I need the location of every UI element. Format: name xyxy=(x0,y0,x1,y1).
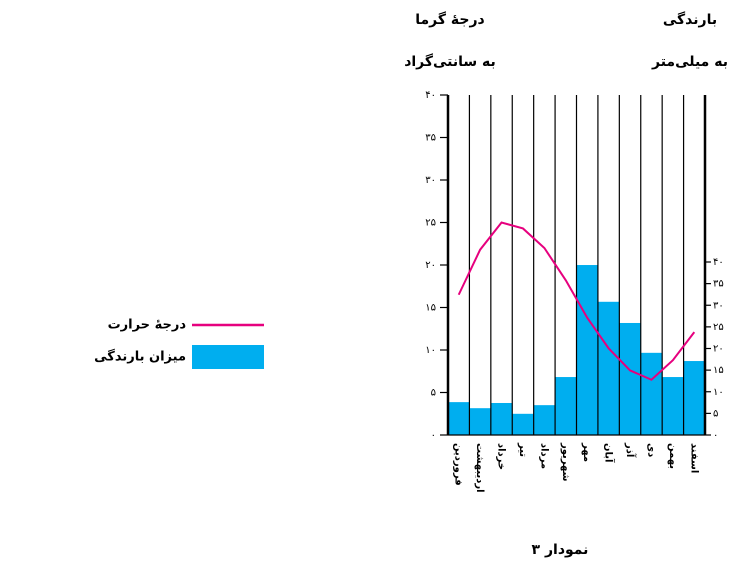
legend-label: میزان بارندگی xyxy=(94,349,186,365)
bar xyxy=(683,361,705,435)
y2-tick-label: ۱۰ xyxy=(713,387,724,398)
y-axis-title: درجهٔ گرما xyxy=(415,11,484,28)
bar xyxy=(448,402,470,435)
x-tick-label: آبان xyxy=(603,443,616,463)
x-tick-label: خرداد xyxy=(496,443,507,470)
x-tick-label: دی xyxy=(645,443,656,457)
legend-swatch xyxy=(192,345,264,369)
bar xyxy=(490,402,513,435)
y2-tick-label: ۲۵ xyxy=(713,322,724,333)
bar xyxy=(469,408,491,435)
y-axis-title: به سانتی‌گراد xyxy=(404,53,496,70)
y-tick-label: ۳۵ xyxy=(425,133,436,144)
y-tick-label: ۲۵ xyxy=(425,218,436,229)
bar xyxy=(619,322,641,435)
bar xyxy=(662,377,684,435)
x-tick-label: تیر xyxy=(517,442,528,457)
x-tick-label: مهر xyxy=(581,442,592,462)
x-tick-label: بهمن xyxy=(667,443,678,469)
y2-tick-label: ۲۰ xyxy=(713,344,724,355)
x-tick-label: اسفند xyxy=(688,443,699,473)
y-tick-label: ۰ xyxy=(431,430,436,441)
y2-tick-label: ۰ xyxy=(713,430,718,441)
bar xyxy=(512,413,534,435)
bar xyxy=(533,405,556,435)
x-tick-label: آذر xyxy=(624,442,637,458)
y-tick-label: ۵ xyxy=(431,388,436,399)
y-tick-label: ۴۰ xyxy=(425,90,436,101)
x-tick-label: شهریور xyxy=(560,442,571,482)
y2-axis-title: بارندگی xyxy=(663,11,717,28)
x-tick-label: اردیبهشت xyxy=(474,443,485,493)
x-tick-label: فروردین xyxy=(453,443,464,486)
bar xyxy=(640,352,663,435)
y2-tick-label: ۳۰ xyxy=(713,300,724,311)
y-tick-label: ۲۰ xyxy=(425,260,436,271)
line xyxy=(457,221,696,381)
bar xyxy=(597,301,620,435)
y-tick-label: ۱۰ xyxy=(425,345,436,356)
y2-tick-label: ۵ xyxy=(713,408,718,419)
caption: نمودار ۳ xyxy=(532,542,589,558)
y2-tick-label: ۴۰ xyxy=(713,257,724,268)
bar xyxy=(555,377,577,435)
y-tick-label: ۳۰ xyxy=(425,175,436,186)
y2-tick-label: ۳۵ xyxy=(713,279,724,290)
x-tick-label: مرداد xyxy=(538,443,549,469)
legend-label: درجهٔ حرارت xyxy=(108,318,187,333)
y2-tick-label: ۱۵ xyxy=(713,365,724,376)
y2-axis-title: به میلی‌متر xyxy=(651,54,728,70)
bar xyxy=(576,265,598,435)
y-tick-label: ۱۵ xyxy=(425,303,436,314)
